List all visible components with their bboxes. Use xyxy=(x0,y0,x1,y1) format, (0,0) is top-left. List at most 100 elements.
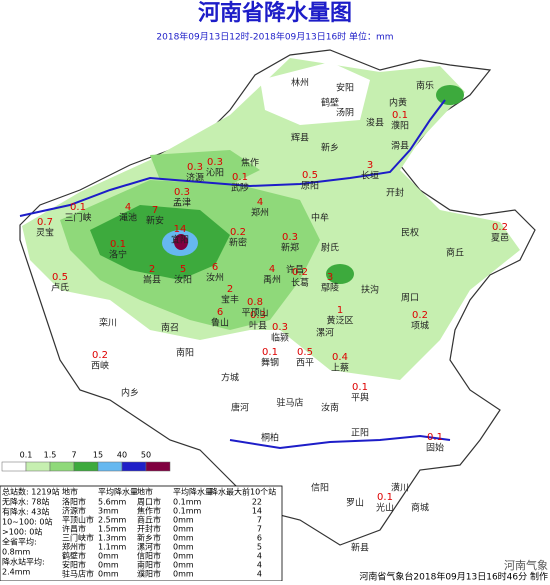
station-name: 新密 xyxy=(229,237,247,249)
station-value: 14 xyxy=(174,224,187,235)
station-name: 临颍 xyxy=(271,332,289,344)
station-name: 林州 xyxy=(291,77,309,89)
station-value: 0.2 xyxy=(492,222,508,233)
table-cell: 濮阳市 xyxy=(137,569,161,579)
station-name: 滑县 xyxy=(391,141,409,152)
table-cell: 6 xyxy=(257,534,262,543)
table-cell: 0mm xyxy=(173,570,194,579)
station-name: 方城 xyxy=(221,372,239,384)
table-cell: 2.5mm xyxy=(98,516,127,525)
station-name: 桐柏 xyxy=(261,432,279,444)
station-value: 0.1 xyxy=(110,239,126,250)
station-value: 0.2 xyxy=(292,267,308,278)
table-cell: 周口市 xyxy=(137,497,161,507)
station-name: 商丘 xyxy=(446,247,464,259)
station-name: 舞钢 xyxy=(261,357,279,369)
rain-area-north xyxy=(150,150,260,185)
station-value: 0.1 xyxy=(70,202,86,213)
stats-summary: 全省平均: xyxy=(2,537,37,547)
station-name: 夏邑 xyxy=(491,233,509,244)
yellow-river xyxy=(19,99,446,217)
station-name: 商城 xyxy=(411,502,429,514)
table-cell: 南阳市 xyxy=(137,560,161,570)
station-name: 罗山 xyxy=(346,498,364,509)
station-name: 中牟 xyxy=(311,212,329,224)
station-value: 4 xyxy=(125,202,131,213)
table-cell: 平顶山市 xyxy=(62,515,94,525)
table-cell: 0mm xyxy=(173,525,194,534)
station-name: 尉氏 xyxy=(321,242,339,254)
station-value: 0.1 xyxy=(262,347,278,358)
rain-area-heavy xyxy=(90,205,230,280)
station-name: 浚县 xyxy=(366,117,384,129)
title: 河南省降水量图 xyxy=(198,1,352,26)
station-value: 4 xyxy=(269,264,275,275)
station-name: 汤阴 xyxy=(336,108,354,119)
station-name: 濮阳 xyxy=(391,120,409,132)
station-name: 三门峡 xyxy=(64,212,91,224)
station-name: 宜阳 xyxy=(171,234,189,246)
station-name: 漯河 xyxy=(316,327,334,339)
station-value: 0.2 xyxy=(92,350,108,361)
station-name: 固始 xyxy=(426,442,444,454)
station-value: 2 xyxy=(227,284,233,295)
station-value: 0.5 xyxy=(302,170,318,181)
legend-swatch xyxy=(121,461,147,472)
table-cell: 鹤壁市 xyxy=(62,551,86,561)
station-name: 唐河 xyxy=(231,402,249,414)
table-cell: 0mm xyxy=(173,552,194,561)
table-cell: 0mm xyxy=(98,561,119,570)
table-cell: 4 xyxy=(257,552,262,561)
stats-summary: 无降水: 78站 xyxy=(2,497,49,507)
table-cell: 0mm xyxy=(98,552,119,561)
station-value: 1 xyxy=(337,305,343,316)
stats-summary: 2.4mm xyxy=(2,568,31,577)
station-name: 信阳 xyxy=(311,482,329,494)
station-name: 黄泛区 xyxy=(326,315,353,327)
station-value: 0.7 xyxy=(37,217,53,228)
station-name: 沁阳 xyxy=(206,168,224,179)
legend-swatch xyxy=(1,461,27,472)
rain-area-east xyxy=(326,264,354,284)
table-cell: 济源市 xyxy=(62,506,86,516)
station-name: 灵宝 xyxy=(36,227,54,239)
table-cell: 5.6mm xyxy=(98,498,127,507)
table-cell: 0mm xyxy=(98,570,119,579)
table-cell: 7 xyxy=(257,516,262,525)
station-name: 焦作 xyxy=(241,157,259,169)
station-name: 内黄 xyxy=(389,97,407,109)
table-cell: 22 xyxy=(252,498,262,507)
station-name: 周口 xyxy=(401,293,419,304)
station-name: 许昌 xyxy=(286,264,304,276)
table-cell: 0.1mm xyxy=(173,498,202,507)
legend: 0.1 1.5 7 15 40 50 xyxy=(1,451,171,472)
station-name: 叶县 xyxy=(249,321,267,332)
stats-summary: 总站数: 1219站 xyxy=(2,487,60,497)
station-value: 0.3 xyxy=(207,157,223,168)
station-name: 鹤壁 xyxy=(321,97,339,109)
legend-label: 40 xyxy=(117,451,127,460)
station-value: 7 xyxy=(152,205,158,216)
station-value: 0.5 xyxy=(52,272,68,283)
table-cell: 1.5mm xyxy=(98,525,127,534)
legend-swatch xyxy=(49,461,75,472)
table-cell: 安阳市 xyxy=(62,560,86,570)
table-cell: 驻马店市 xyxy=(62,569,94,579)
station-name: 开封 xyxy=(386,187,404,199)
station-value: 0.1 xyxy=(427,432,443,443)
station-name: 扶沟 xyxy=(361,284,379,296)
station-value: 0.3 xyxy=(272,322,288,333)
station-name: 新郑 xyxy=(281,242,299,254)
huai-river xyxy=(229,434,451,450)
rain-area-ne xyxy=(436,85,464,105)
station-name: 西平 xyxy=(296,358,314,369)
station-value: 0.2 xyxy=(230,227,246,238)
station-name: 平顶山 xyxy=(241,308,268,319)
station-value: 0.4 xyxy=(332,352,348,363)
station-value: 0.1 xyxy=(352,382,368,393)
station-name: 驻马店 xyxy=(276,397,303,409)
table-cell: 0mm xyxy=(173,516,194,525)
